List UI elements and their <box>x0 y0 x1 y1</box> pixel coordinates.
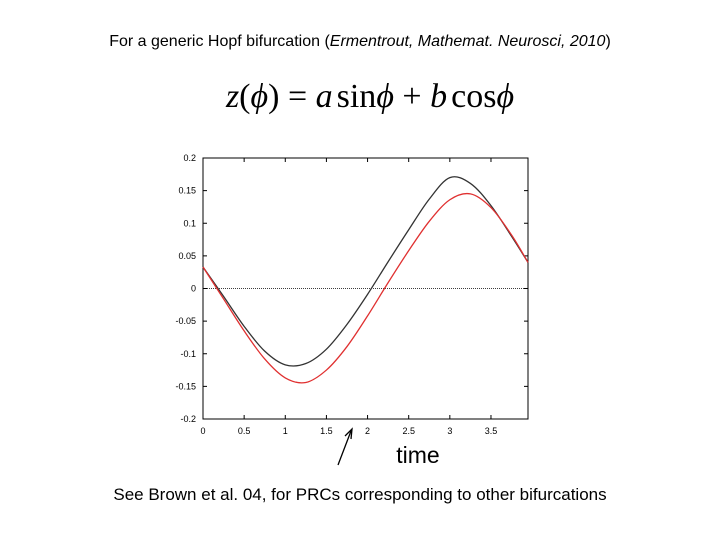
x-tick-label-2: 1 <box>283 426 288 436</box>
y-tick-label-5: -0.05 <box>175 316 196 326</box>
x-tick-label-0: 0 <box>200 426 205 436</box>
formula-z: z <box>225 78 240 115</box>
formula-phi-2: ϕ <box>376 78 394 115</box>
formula-plus: + <box>393 78 431 115</box>
formula-sin: sin <box>336 78 377 115</box>
annotation-arrow-head <box>344 427 353 440</box>
y-tick-label-6: -0.1 <box>180 349 196 359</box>
x-tick-label-4: 2 <box>365 426 370 436</box>
slide-header: For a generic Hopf bifurcation (Ermentro… <box>0 33 720 51</box>
x-axis-label: time <box>396 442 439 468</box>
y-tick-label-7: -0.15 <box>175 381 196 391</box>
annotation-arrow-shaft <box>337 430 352 466</box>
x-tick-label-3: 1.5 <box>320 426 333 436</box>
x-tick-label-6: 3 <box>447 426 452 436</box>
y-tick-label-4: 0 <box>191 284 196 294</box>
formula-phi-1: ϕ <box>250 78 269 115</box>
y-tick-label-8: -0.2 <box>180 414 196 424</box>
header-text: For a generic Hopf bifurcation ( <box>109 33 330 50</box>
series-line-0 <box>202 176 529 367</box>
x-tick-label-5: 2.5 <box>402 426 415 436</box>
header-text-end: ) <box>605 33 611 50</box>
formula-equals: = <box>279 78 316 115</box>
y-tick-label-1: 0.15 <box>178 186 196 196</box>
plot-layer: 0.2 0.15 0.1 0.05 0 -0.05 -0.1 -0.15 -0.2 0 0.5 1 1.… <box>175 153 529 436</box>
formula-a: a <box>315 78 333 115</box>
prc-formula: z(ϕ) = a sinϕ + b cosϕ <box>205 78 535 116</box>
y-tick-label-0: 0.2 <box>183 153 196 163</box>
formula-rparen: ) <box>268 78 280 115</box>
series-line-1 <box>202 192 529 384</box>
formula-phi-3: ϕ <box>496 78 515 115</box>
formula-b: b <box>430 78 448 115</box>
x-tick-label-7: 3.5 <box>485 426 498 436</box>
slide-footer: See Brown et al. 04, for PRCs correspond… <box>113 485 607 504</box>
y-tick-label-3: 0.05 <box>178 251 196 261</box>
formula-cos: cos <box>451 78 497 115</box>
y-tick-label-2: 0.1 <box>183 218 196 228</box>
x-tick-label-1: 0.5 <box>238 426 251 436</box>
formula-lparen: ( <box>239 78 251 115</box>
header-citation: Ermentrout, Mathemat. Neurosci, 2010 <box>329 33 606 50</box>
